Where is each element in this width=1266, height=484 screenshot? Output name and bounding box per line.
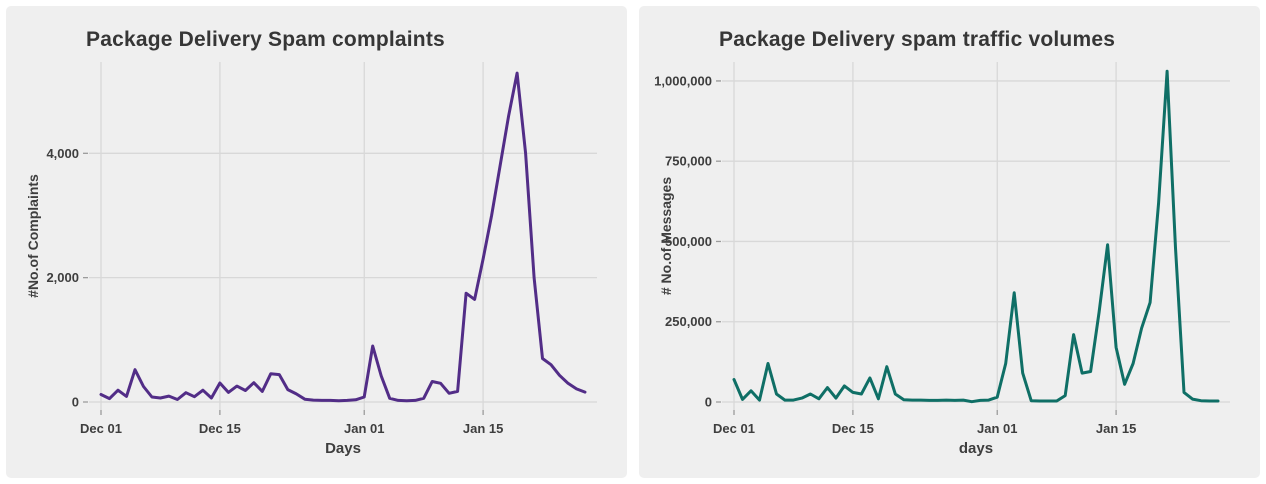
traffic-chart-panel: Package Delivery spam traffic volumes # … — [639, 6, 1260, 478]
complaints-chart-panel: Package Delivery Spam complaints #No.of … — [6, 6, 627, 478]
traffic-chart-title: Package Delivery spam traffic volumes — [719, 28, 1116, 51]
y-tick-label: 0 — [72, 395, 79, 410]
gridlines — [722, 62, 1230, 410]
x-tick-label: Jan 15 — [1096, 421, 1136, 436]
axis-tick-marks — [83, 152, 484, 415]
x-tick-label: Dec 01 — [713, 421, 755, 436]
y-tick-label: 750,000 — [665, 154, 712, 169]
complaints-line — [99, 71, 587, 403]
traffic-line — [732, 69, 1220, 404]
traffic-x-axis-title: days — [958, 440, 994, 457]
x-tick-label: Dec 15 — [832, 421, 874, 436]
y-tick-label: 2,000 — [46, 270, 79, 285]
y-tick-label: 250,000 — [665, 314, 712, 329]
x-tick-label: Dec 15 — [199, 421, 241, 436]
x-tick-label: Dec 01 — [80, 421, 122, 436]
complaints-line-chart: 0 2,000 4,000 Dec 01 Dec 15 Jan 01 Jan 15 — [46, 62, 597, 436]
complaints-x-axis-title: Days — [325, 440, 361, 457]
complaints-chart-title: Package Delivery Spam complaints — [86, 28, 445, 51]
x-tick-label: Jan 01 — [344, 421, 384, 436]
y-tick-label: 1,000,000 — [654, 73, 712, 88]
traffic-line-chart: 0 250,000 500,000 750,000 1,000,000 Dec 01 Dec… — [654, 62, 1230, 436]
y-tick-label: 4,000 — [46, 146, 79, 161]
axis-tick-marks — [716, 80, 1117, 415]
x-tick-label: Jan 15 — [463, 421, 503, 436]
y-tick-label: 500,000 — [665, 234, 712, 249]
x-tick-label: Jan 01 — [977, 421, 1017, 436]
y-tick-label: 0 — [705, 395, 712, 410]
